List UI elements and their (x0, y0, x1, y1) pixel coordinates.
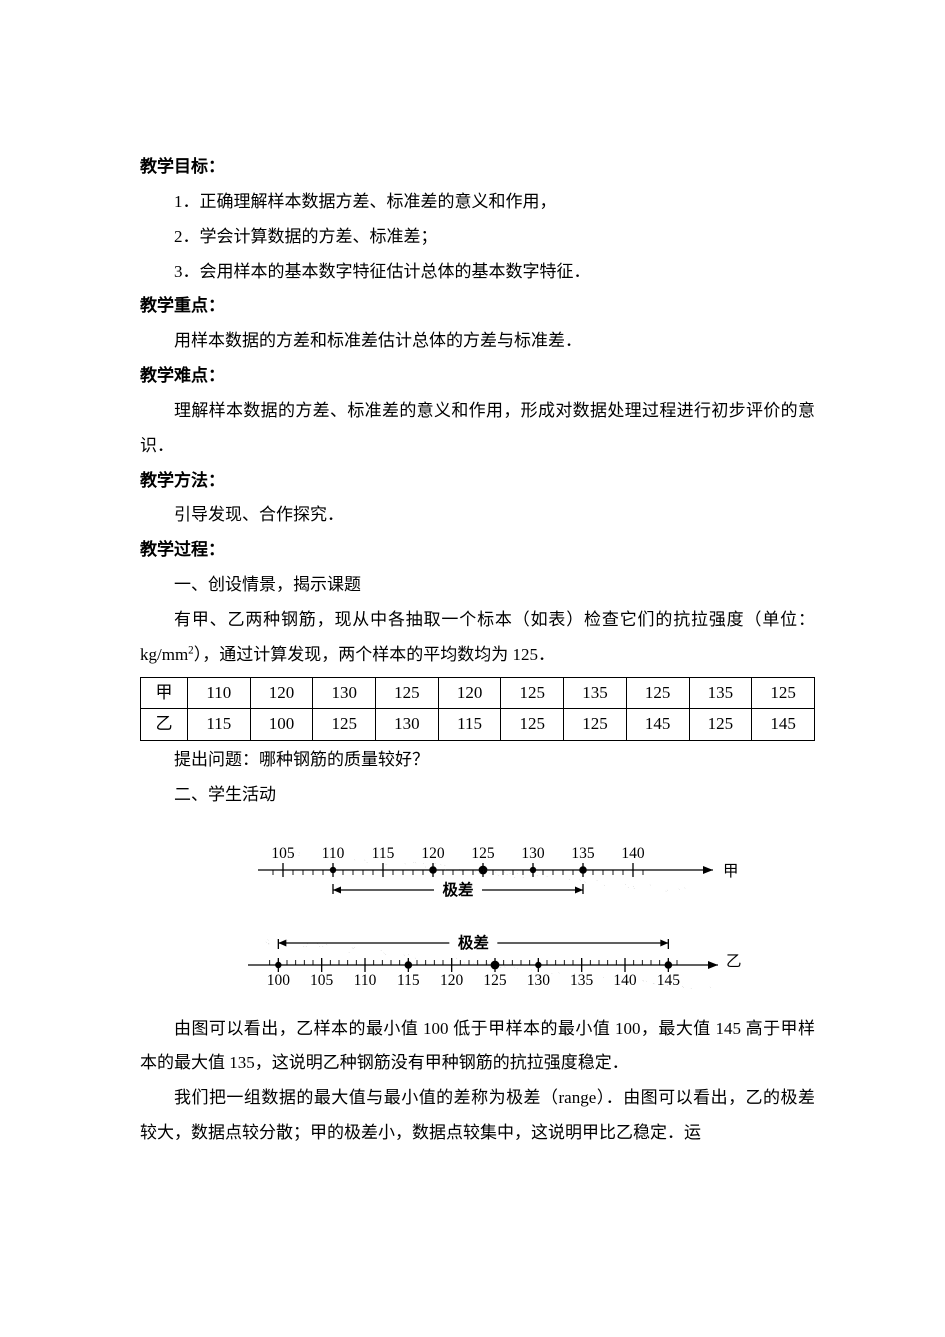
svg-text:极差: 极差 (457, 933, 488, 952)
svg-text:135: 135 (570, 972, 594, 989)
svg-text:140: 140 (613, 972, 637, 989)
process-intro: 有甲、乙两种钢筋，现从中各抽取一个标本（如表）检查它们的抗拉强度（单位：kg/m… (140, 603, 815, 673)
post-paragraph-2: 我们把一组数据的最大值与最小值的差称为极差（range）．由图可以看出，乙的极差… (140, 1081, 815, 1151)
table-cell: 125 (626, 677, 689, 709)
table-cell: 110 (188, 677, 251, 709)
table-label-yi: 乙 (141, 709, 188, 741)
section-difficulty-body: 理解样本数据的方差、标准差的意义和作用，形成对数据处理过程进行初步评价的意识． (140, 394, 815, 464)
table-cell: 125 (501, 709, 564, 741)
svg-text:135: 135 (571, 845, 595, 862)
section-method-title: 教学方法： (140, 464, 815, 499)
table-cell: 125 (313, 709, 376, 741)
table-cell: 135 (564, 677, 627, 709)
svg-text:105: 105 (310, 972, 334, 989)
section-method-body: 引导发现、合作探究． (140, 498, 815, 533)
table-cell: 125 (376, 677, 439, 709)
table-cell: 125 (501, 677, 564, 709)
table-cell: 120 (438, 677, 501, 709)
process-sub2: 二、学生活动 (140, 778, 815, 813)
svg-text:乙: 乙 (726, 953, 742, 970)
table-cell: 125 (689, 709, 752, 741)
post-paragraph-1: 由图可以看出，乙样本的最小值 100 低于甲样本的最小值 100，最大值 145… (140, 1012, 815, 1082)
svg-text:115: 115 (371, 845, 394, 862)
svg-text:110: 110 (353, 972, 376, 989)
table-cell: 125 (752, 677, 815, 709)
table-cell: 100 (250, 709, 313, 741)
svg-text:甲: 甲 (723, 863, 739, 880)
page: 教学目标： 1．正确理解样本数据方差、标准差的意义和作用， 2．学会计算数据的方… (0, 0, 945, 1337)
svg-text:125: 125 (483, 972, 507, 989)
dotplot-diagram: 105 110 115 120 125 130 135 140 极差 甲 100 105 110 115 1… (213, 815, 743, 1010)
svg-text:100: 100 (266, 972, 290, 989)
process-sub1: 一、创设情景，揭示课题 (140, 568, 815, 603)
goal-item-3: 3．会用样本的基本数字特征估计总体的基本数字特征． (140, 255, 815, 290)
svg-text:125: 125 (471, 845, 495, 862)
table-cell: 115 (188, 709, 251, 741)
question-line: 提出问题：哪种钢筋的质量较好？ (140, 743, 815, 778)
goal-item-2: 2．学会计算数据的方差、标准差； (140, 220, 815, 255)
svg-text:105: 105 (271, 845, 295, 862)
section-goals-title: 教学目标： (140, 150, 815, 185)
table-cell: 120 (250, 677, 313, 709)
svg-text:145: 145 (656, 972, 680, 989)
table-row-yi: 乙 115 100 125 130 115 125 125 145 125 14… (141, 709, 815, 741)
svg-text:110: 110 (321, 845, 344, 862)
table-cell: 145 (626, 709, 689, 741)
table-cell: 115 (438, 709, 501, 741)
data-table: 甲 110 120 130 125 120 125 135 125 135 12… (140, 677, 815, 741)
table-cell: 145 (752, 709, 815, 741)
svg-text:120: 120 (421, 845, 445, 862)
svg-text:极差: 极差 (442, 880, 473, 899)
dotplot-diagram-wrap: 105 110 115 120 125 130 135 140 极差 甲 100 105 110 115 1… (140, 815, 815, 1010)
svg-text:130: 130 (526, 972, 550, 989)
svg-text:115: 115 (396, 972, 419, 989)
table-label-jia: 甲 (141, 677, 188, 709)
table-cell: 135 (689, 677, 752, 709)
section-keypoint-body: 用样本数据的方差和标准差估计总体的方差与标准差． (140, 324, 815, 359)
table-cell: 130 (313, 677, 376, 709)
section-process-title: 教学过程： (140, 533, 815, 568)
table-row-jia: 甲 110 120 130 125 120 125 135 125 135 12… (141, 677, 815, 709)
section-keypoint-title: 教学重点： (140, 289, 815, 324)
table-cell: 125 (564, 709, 627, 741)
svg-text:130: 130 (521, 845, 545, 862)
svg-text:120: 120 (440, 972, 464, 989)
table-cell: 130 (376, 709, 439, 741)
goal-item-1: 1．正确理解样本数据方差、标准差的意义和作用， (140, 185, 815, 220)
section-difficulty-title: 教学难点： (140, 359, 815, 394)
process-intro-post: ），通过计算发现，两个样本的平均数均为 125． (194, 645, 555, 664)
svg-text:140: 140 (621, 845, 645, 862)
